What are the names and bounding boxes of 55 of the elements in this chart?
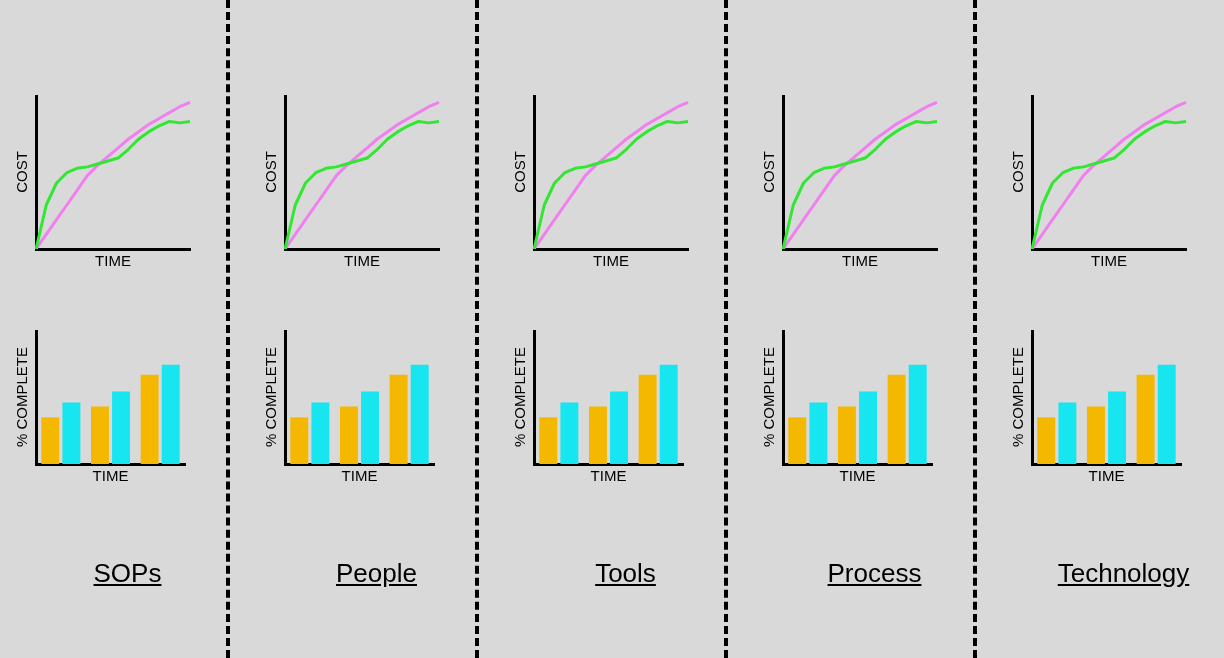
x-axis-title: TIME [1088, 467, 1125, 485]
bar [1157, 364, 1176, 464]
y-axis-title: % COMPLETE [262, 346, 280, 448]
text: People [335, 558, 418, 589]
x-axis-title: TIME [1091, 252, 1127, 270]
y-axis-title: % COMPLETE [511, 346, 529, 448]
bar [112, 391, 131, 464]
bar [410, 364, 429, 464]
x-axis-title: TIME [839, 467, 876, 485]
bar [1086, 406, 1105, 464]
bar [659, 364, 678, 464]
text: SOPs [92, 558, 163, 589]
bar [1108, 391, 1127, 464]
x-axis-title: TIME [842, 252, 878, 270]
bar [809, 402, 828, 464]
bar [1058, 402, 1077, 464]
bar [389, 374, 408, 464]
bar [290, 417, 309, 464]
bar [788, 417, 807, 464]
y-axis-title: COST [760, 151, 778, 193]
y-axis-title: COST [1009, 151, 1027, 193]
bar [908, 364, 927, 464]
bar [41, 417, 60, 464]
y-axis-title: COST [13, 151, 31, 193]
x-axis-title: TIME [341, 467, 378, 485]
y-axis-title: % COMPLETE [760, 346, 778, 448]
bar [1037, 417, 1056, 464]
x-axis-title: TIME [593, 252, 629, 270]
bar [339, 406, 358, 464]
text: Process [826, 558, 923, 589]
text: Technology [1056, 558, 1191, 589]
text: Tools [594, 558, 657, 589]
bar [90, 406, 109, 464]
bar [588, 406, 607, 464]
bar [361, 391, 380, 464]
bar [837, 406, 856, 464]
y-axis-title: COST [511, 151, 529, 193]
bar [1136, 374, 1155, 464]
x-axis-title: TIME [590, 467, 627, 485]
bar [62, 402, 81, 464]
bar [638, 374, 657, 464]
x-axis-title: TIME [95, 252, 131, 270]
bar [887, 374, 906, 464]
x-axis-title: TIME [344, 252, 380, 270]
y-axis-title: COST [262, 151, 280, 193]
bar [140, 374, 159, 464]
bar [539, 417, 558, 464]
y-axis-title: % COMPLETE [1009, 346, 1027, 448]
bar [161, 364, 180, 464]
bar [560, 402, 579, 464]
y-axis-title: % COMPLETE [13, 346, 31, 448]
bar [859, 391, 878, 464]
bar [610, 391, 629, 464]
x-axis-title: TIME [92, 467, 129, 485]
bar [311, 402, 330, 464]
